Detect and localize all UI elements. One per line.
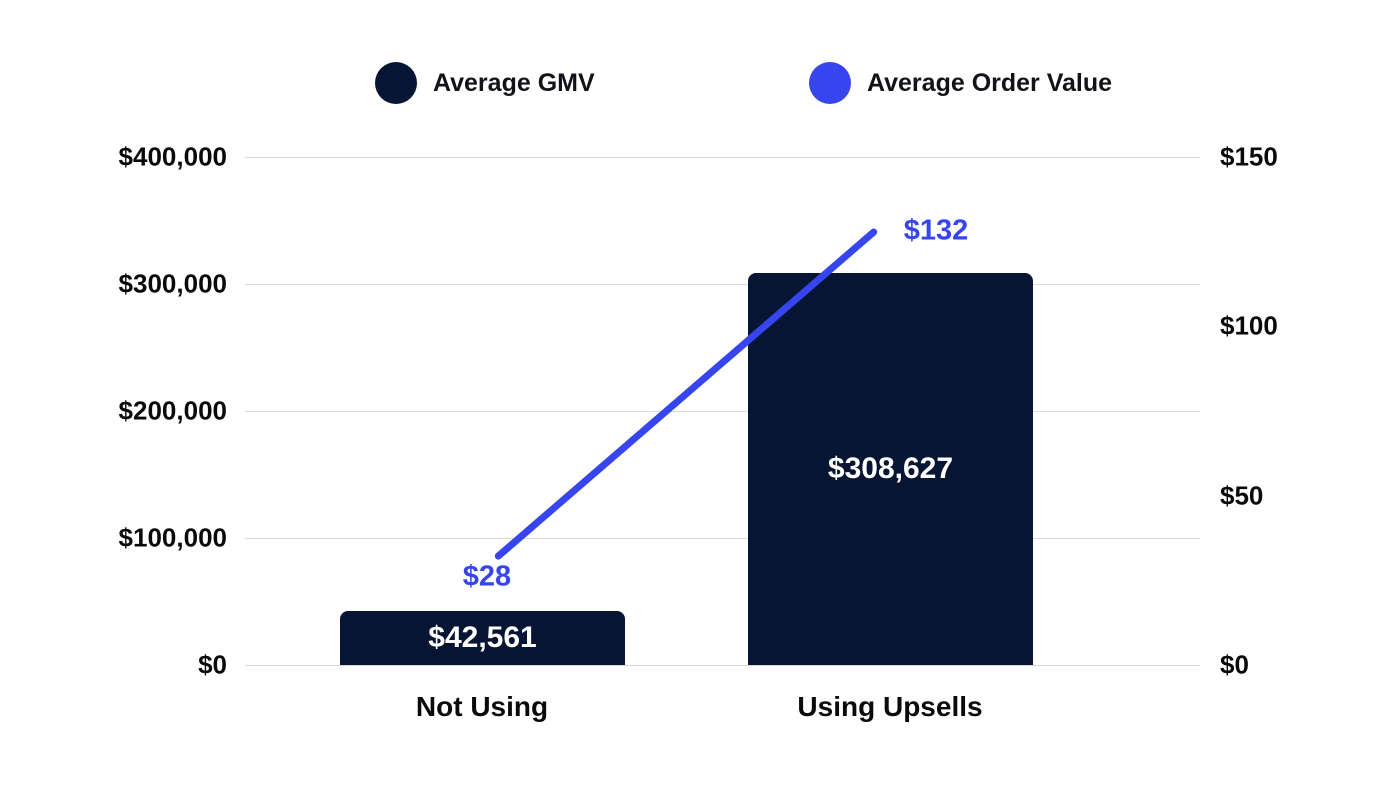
legend-item-average-gmv: Average GMV [375, 62, 595, 104]
bar-using-upsells: $308,627 [748, 273, 1033, 665]
bar-not-using: $42,561 [340, 611, 625, 665]
left-axis-tick-0: $0 [198, 649, 227, 680]
right-axis-tick-150: $150 [1220, 141, 1278, 172]
gridline-400000 [245, 157, 1200, 158]
gridline-300000 [245, 284, 1200, 285]
line-point-label-using-upsells: $132 [903, 214, 969, 247]
left-axis-tick-100000: $100,000 [118, 522, 227, 553]
right-axis-tick-0: $0 [1220, 649, 1249, 680]
bar-value-using-upsells: $308,627 [827, 452, 954, 485]
average-gmv-swatch-icon [375, 62, 417, 104]
bar-value-not-using: $42,561 [428, 621, 537, 654]
right-axis-tick-100: $100 [1220, 310, 1278, 341]
left-axis-tick-300000: $300,000 [118, 268, 227, 299]
left-axis-tick-200000: $200,000 [118, 395, 227, 426]
gridline-100000 [245, 538, 1200, 539]
legend-label-average-order-value: Average Order Value [867, 68, 1113, 97]
legend-item-average-order-value: Average Order Value [809, 62, 1112, 104]
right-axis-tick-50: $50 [1220, 480, 1264, 511]
legend-label-average-gmv: Average GMV [433, 68, 595, 97]
line-point-label-not-using: $28 [462, 560, 512, 593]
x-axis-label-not-using: Not Using [415, 691, 549, 722]
average-order-value-swatch-icon [809, 62, 851, 104]
left-axis-tick-400000: $400,000 [118, 141, 227, 172]
gridline-200000 [245, 411, 1200, 412]
gridline-baseline [245, 665, 1200, 666]
x-axis-label-using-upsells: Using Upsells [797, 691, 983, 722]
